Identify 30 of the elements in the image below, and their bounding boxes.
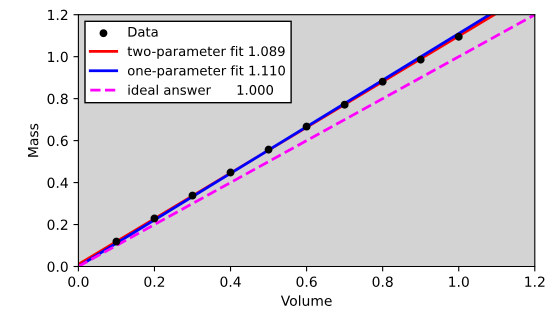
point (340, 100, 349, 109)
y-tick-label: 0.6 (48, 136, 68, 146)
x-tick-label: 0.4 (220, 276, 241, 287)
legend-label: Data (128, 26, 158, 37)
x-tick-label: 0.6 (296, 276, 317, 287)
point (112, 238, 120, 246)
y-tick-label: 1.0 (48, 52, 68, 62)
legend-label: two-parameter fit 1.089 (128, 46, 285, 59)
y-tick-label: 0.8 (48, 94, 68, 104)
legend-label: ideal answer 1.000 (128, 84, 274, 95)
point (226, 168, 234, 176)
x-axis-title: Volume (280, 295, 332, 306)
legend-label: one-parameter fit 1.110 (128, 65, 285, 78)
y-tick-label: 0.0 (48, 261, 68, 272)
point (264, 146, 273, 154)
y-tick-label: 0.4 (48, 178, 68, 188)
y-tick-label: 1.2 (48, 10, 68, 20)
x-tick-label: 0.2 (144, 276, 164, 287)
y-tick-label: 0.2 (48, 220, 68, 230)
point (416, 56, 425, 64)
x-tick-label: 1.2 (525, 276, 544, 287)
point (378, 78, 387, 86)
y-axis-title: Mass (28, 124, 38, 157)
x-tick-label: 1.0 (449, 276, 469, 287)
point (188, 192, 196, 200)
point (454, 32, 463, 41)
point (302, 122, 311, 131)
point (150, 214, 158, 222)
x-tick-label: 0.0 (68, 276, 89, 287)
x-tick-label: 0.8 (372, 276, 393, 287)
